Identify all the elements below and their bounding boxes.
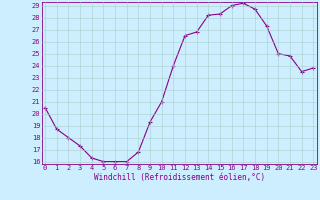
X-axis label: Windchill (Refroidissement éolien,°C): Windchill (Refroidissement éolien,°C)	[94, 173, 265, 182]
